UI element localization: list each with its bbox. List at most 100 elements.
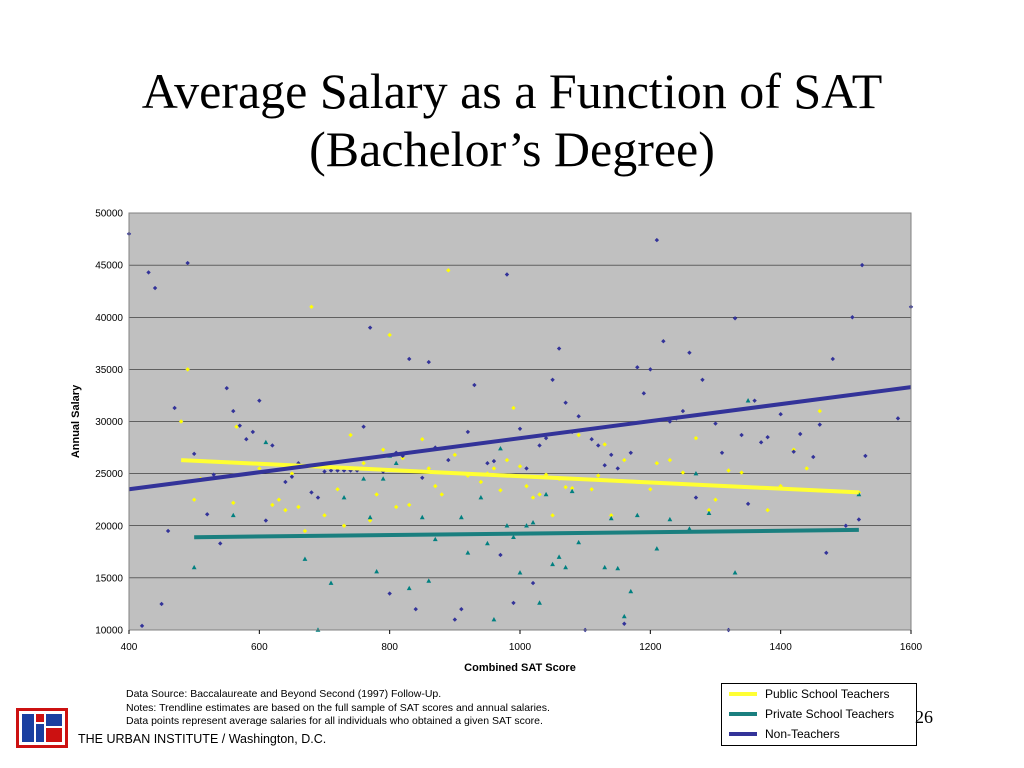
data-point-2 — [263, 518, 269, 523]
data-point-2 — [824, 550, 829, 556]
data-point-2 — [609, 452, 614, 458]
data-point-1 — [687, 526, 692, 531]
data-point-2 — [628, 450, 633, 455]
data-point-1 — [856, 491, 862, 497]
data-point-0 — [234, 424, 239, 429]
legend-swatch-nonteachers — [729, 732, 757, 736]
data-point-2 — [387, 591, 392, 596]
data-point-2 — [465, 429, 471, 435]
data-point-2 — [680, 408, 686, 414]
data-point-2 — [895, 416, 901, 421]
data-point-0 — [739, 470, 744, 475]
legend-label-public: Public School Teachers — [765, 687, 890, 701]
data-point-2 — [250, 429, 256, 435]
data-point-0 — [622, 457, 627, 463]
data-point-2 — [687, 350, 692, 355]
y-tick-label: 10000 — [95, 626, 123, 637]
data-point-1 — [361, 476, 366, 481]
data-point-2 — [472, 382, 477, 388]
data-point-2 — [661, 339, 666, 344]
trendlines — [128, 385, 912, 540]
data-point-2 — [224, 385, 229, 391]
legend-item-nonteachers: Non-Teachers — [722, 724, 916, 744]
y-tick-label: 15000 — [95, 573, 123, 584]
footer-text: THE URBAN INSTITUTE / Washington, D.C. — [78, 732, 327, 746]
data-point-0 — [576, 432, 581, 438]
data-point-1 — [406, 585, 412, 591]
data-point-1 — [511, 534, 516, 540]
data-point-2 — [745, 501, 751, 507]
data-point-2 — [543, 435, 549, 441]
data-point-2 — [550, 377, 555, 382]
data-point-2 — [859, 262, 865, 268]
data-point-0 — [706, 507, 712, 513]
data-point-0 — [341, 523, 347, 528]
data-point-0 — [283, 507, 288, 513]
data-point-1 — [191, 564, 197, 570]
data-point-2 — [641, 391, 647, 396]
data-point-1 — [693, 471, 699, 476]
slide-title: Average Salary as a Function of SAT (Bac… — [0, 62, 1024, 178]
y-tick-label: 20000 — [95, 521, 123, 532]
data-point-0 — [433, 483, 438, 489]
data-point-0 — [335, 487, 340, 492]
data-point-2 — [635, 365, 640, 370]
data-point-0 — [289, 471, 295, 476]
data-point-1 — [543, 491, 549, 497]
data-point-0 — [439, 492, 444, 497]
data-point-1 — [615, 565, 621, 571]
data-point-2 — [146, 270, 151, 275]
data-point-0 — [231, 500, 236, 506]
data-point-2 — [719, 450, 725, 455]
data-point-2 — [159, 601, 164, 607]
data-point-1 — [302, 556, 308, 561]
data-point-2 — [798, 431, 803, 437]
data-point-1 — [485, 540, 490, 546]
data-point-2 — [524, 466, 529, 471]
data-point-2 — [713, 421, 718, 426]
data-point-0 — [654, 461, 660, 466]
x-tick-label: 400 — [121, 642, 138, 653]
data-point-2 — [856, 517, 862, 522]
data-point-2 — [237, 423, 242, 428]
data-point-2 — [218, 541, 223, 546]
data-point-2 — [530, 580, 536, 586]
data-point-2 — [211, 472, 216, 477]
data-point-1 — [374, 569, 380, 574]
data-point-2 — [498, 552, 503, 558]
data-point-1 — [230, 512, 236, 518]
data-point-0 — [309, 304, 314, 310]
data-point-1 — [537, 600, 542, 605]
axis-ticks: 10000 15000 20000 25000 30000 35000 40000 45000… — [95, 209, 922, 654]
data-point-2 — [283, 479, 288, 485]
data-point-2 — [172, 405, 177, 411]
data-point-1 — [524, 523, 529, 528]
x-tick-label: 600 — [251, 642, 268, 653]
data-point-1 — [498, 446, 503, 451]
data-point-2 — [596, 443, 601, 448]
data-point-2 — [309, 490, 314, 495]
data-point-1 — [504, 523, 510, 528]
data-point-0 — [302, 528, 308, 534]
data-point-2 — [289, 474, 295, 479]
data-point-2 — [863, 453, 868, 459]
data-point-2 — [622, 621, 627, 626]
data-point-2 — [452, 617, 458, 622]
data-point-0 — [185, 367, 190, 372]
data-point-2 — [700, 377, 705, 382]
data-point-0 — [426, 466, 431, 471]
x-tick-label: 800 — [381, 642, 398, 653]
data-point-2 — [654, 237, 660, 243]
data-point-2 — [563, 400, 568, 405]
data-point-0 — [367, 518, 373, 523]
data-point-0 — [374, 492, 379, 497]
data-point-2 — [811, 454, 816, 460]
legend-label-nonteachers: Non-Teachers — [765, 727, 840, 741]
data-point-2 — [231, 408, 236, 414]
data-point-0 — [804, 466, 809, 471]
data-point-2 — [517, 426, 523, 431]
data-point-2 — [556, 346, 562, 351]
y-tick-label: 40000 — [95, 313, 123, 324]
x-tick-label: 1600 — [900, 642, 923, 653]
data-point-2 — [850, 315, 855, 320]
